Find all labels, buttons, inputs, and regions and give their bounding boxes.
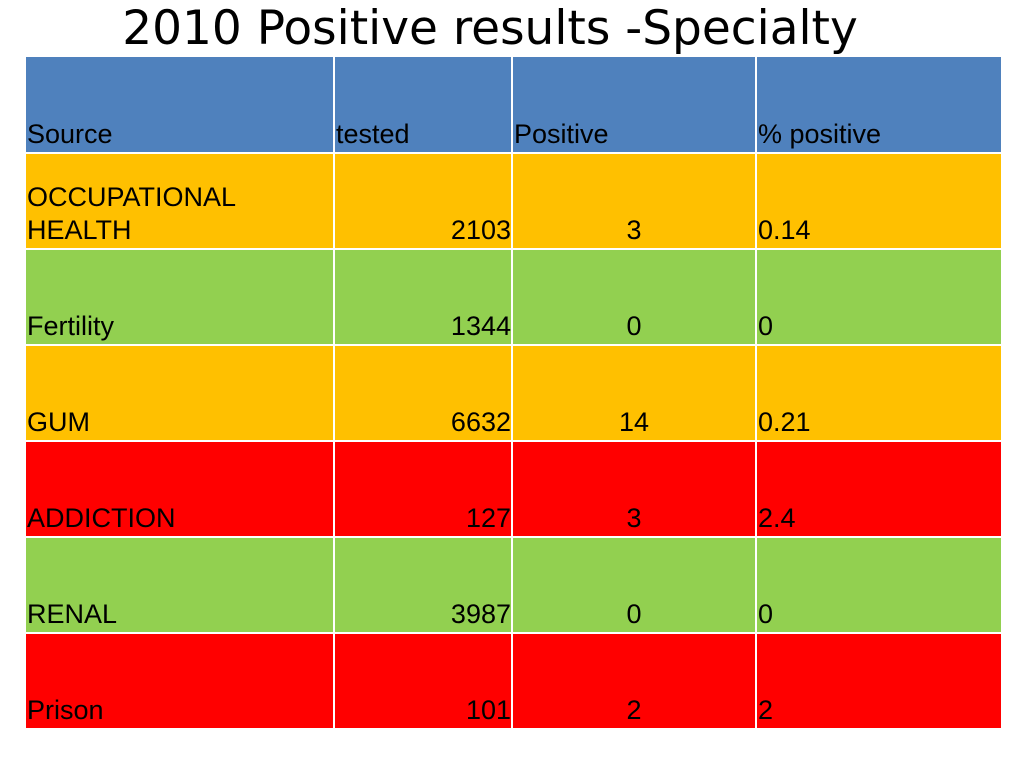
cell-percent: 0 bbox=[755, 536, 1003, 634]
cell-positive: 3 bbox=[511, 440, 757, 538]
cell-percent: 0.14 bbox=[755, 152, 1003, 250]
cell-source: GUM bbox=[24, 344, 335, 442]
cell-percent: 2 bbox=[755, 632, 1003, 730]
cell-positive: 2 bbox=[511, 632, 757, 730]
cell-positive: 14 bbox=[511, 344, 757, 442]
table-row: Prison 101 2 2 bbox=[24, 632, 1003, 730]
specialty-results-table: Source tested Positive % positive OCCUPA… bbox=[24, 55, 1003, 730]
cell-tested: 1344 bbox=[333, 248, 513, 346]
cell-source: Fertility bbox=[24, 248, 335, 346]
cell-positive: 0 bbox=[511, 536, 757, 634]
table-row: OCCUPATIONAL HEALTH 2103 3 0.14 bbox=[24, 152, 1003, 250]
cell-positive: 0 bbox=[511, 248, 757, 346]
cell-percent: 2.4 bbox=[755, 440, 1003, 538]
cell-percent: 0.21 bbox=[755, 344, 1003, 442]
cell-source: RENAL bbox=[24, 536, 335, 634]
table-row: ADDICTION 127 3 2.4 bbox=[24, 440, 1003, 538]
header-tested: tested bbox=[333, 55, 513, 154]
page-title: 2010 Positive results -Specialty bbox=[122, 1, 858, 56]
cell-tested: 127 bbox=[333, 440, 513, 538]
header-percent-positive: % positive bbox=[755, 55, 1003, 154]
cell-tested: 101 bbox=[333, 632, 513, 730]
header-positive: Positive bbox=[511, 55, 757, 154]
cell-source: Prison bbox=[24, 632, 335, 730]
cell-source: OCCUPATIONAL HEALTH bbox=[24, 152, 335, 250]
cell-tested: 2103 bbox=[333, 152, 513, 250]
cell-tested: 6632 bbox=[333, 344, 513, 442]
table-row: GUM 6632 14 0.21 bbox=[24, 344, 1003, 442]
table-header-row: Source tested Positive % positive bbox=[24, 55, 1003, 154]
cell-source: ADDICTION bbox=[24, 440, 335, 538]
cell-positive: 3 bbox=[511, 152, 757, 250]
table-row: Fertility 1344 0 0 bbox=[24, 248, 1003, 346]
cell-tested: 3987 bbox=[333, 536, 513, 634]
cell-percent: 0 bbox=[755, 248, 1003, 346]
table-row: RENAL 3987 0 0 bbox=[24, 536, 1003, 634]
header-source: Source bbox=[24, 55, 335, 154]
